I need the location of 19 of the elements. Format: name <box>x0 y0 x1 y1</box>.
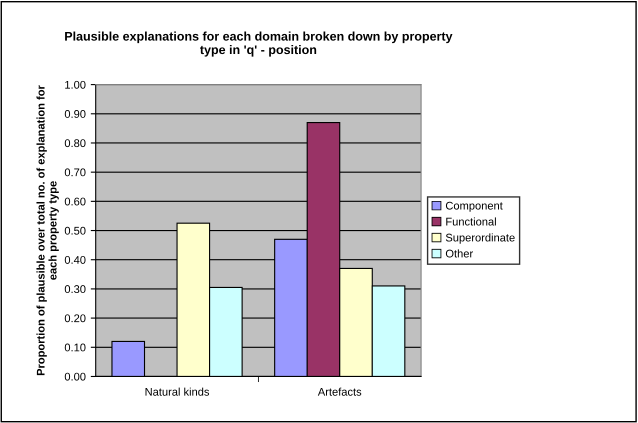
x-tick-label: Artefacts <box>318 388 362 396</box>
y-axis-title: Proportion of plausible over total no. of explanation for each property type <box>36 85 59 376</box>
y-tick-label: 0.70 <box>64 168 86 176</box>
legend-label: Other <box>446 249 473 258</box>
y-tick-label: 0.90 <box>64 110 86 118</box>
y-tick-label: 0.30 <box>64 285 86 294</box>
y-tick-label: 0.00 <box>64 372 86 381</box>
x-tick-label: Natural kinds <box>146 388 210 396</box>
y-tick-label: 0.40 <box>64 256 86 264</box>
y-tick-label: 0.60 <box>64 198 86 206</box>
y-tick-label: 0.50 <box>64 226 86 235</box>
y-tick-label: 0.20 <box>64 314 86 322</box>
y-tick-label: 0.10 <box>64 344 86 352</box>
chart-title: Plausible explanations for each domain broken down by property type in 'q' - position <box>65 32 452 57</box>
legend-label: Functional <box>446 217 496 226</box>
y-tick-label: 0.80 <box>64 139 86 148</box>
y-tick-label: 1.00 <box>65 80 86 89</box>
legend-label: Component <box>446 202 503 212</box>
legend-label: Superordinate <box>446 233 515 244</box>
